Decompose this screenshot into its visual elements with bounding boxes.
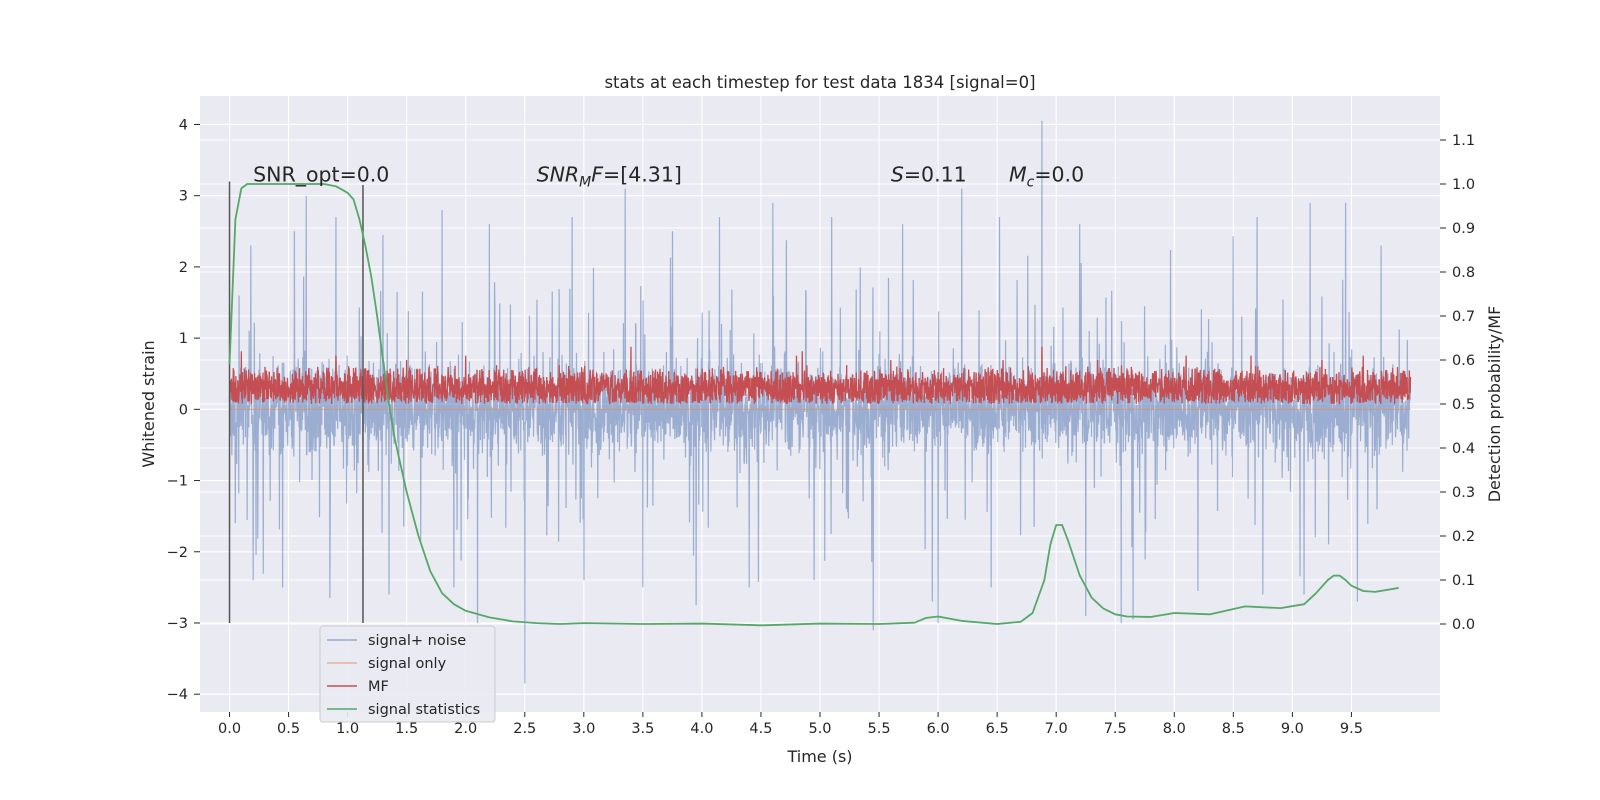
x-tick-label: 0.5: [277, 721, 300, 737]
series-signal-noise: [228, 120, 1412, 684]
x-tick-label: 4.0: [690, 721, 713, 737]
y-right-tick-label: 0.5: [1452, 397, 1475, 413]
x-tick-label: 8.0: [1163, 721, 1186, 737]
y-right-tick-label: 0.2: [1452, 529, 1475, 545]
annotations: SNR_opt=0.0 SNRMF=[4.31] S=0.11 Mc=0.0: [253, 162, 1084, 190]
signal-noise-line: [228, 120, 1412, 684]
y-right-tick-label: 0.3: [1452, 485, 1475, 501]
legend-label-signal-statistics: signal statistics: [368, 702, 480, 718]
x-tick-label: 7.5: [1104, 721, 1127, 737]
x-tick-label: 7.0: [1045, 721, 1068, 737]
y-left-tick-label: 2: [179, 260, 188, 276]
y-right-tick-label: 0.1: [1452, 573, 1475, 589]
series-signal-statistics: [228, 183, 1399, 627]
legend-label-signal-only: signal only: [368, 656, 447, 672]
x-tick-label: 6.5: [986, 721, 1009, 737]
y-left-tick-label: 3: [179, 189, 188, 205]
x-tick-label: 4.5: [749, 721, 772, 737]
y-right-tick-label: 0.9: [1452, 221, 1475, 237]
y-right-tick-label: 0.6: [1452, 353, 1475, 369]
y-left-axis-label: Whitened strain: [139, 340, 158, 467]
y-left-axis-ticks: −4 −3 −2 −1 0 1 2 3 4: [167, 117, 200, 703]
x-tick-label: 8.5: [1222, 721, 1245, 737]
x-tick-label: 5.5: [868, 721, 891, 737]
y-right-tick-label: 0.7: [1452, 309, 1475, 325]
signal-statistics-line: [228, 183, 1399, 627]
x-tick-label: 3.5: [631, 721, 654, 737]
x-axis-label: Time (s): [786, 747, 852, 766]
annotation-text: S=0.11: [891, 162, 967, 186]
annotation-text: SNRMF=[4.31]: [537, 162, 682, 190]
y-right-tick-label: 1.0: [1452, 177, 1475, 193]
x-tick-label: 2.5: [513, 721, 536, 737]
x-tick-label: 9.5: [1340, 721, 1363, 737]
y-right-axis-ticks: 0.0 0.1 0.2 0.3 0.4 0.5 0.6 0.7 0.8 0.9 1.0 1.1: [1440, 133, 1475, 633]
annotation-text: SNR_opt=0.0: [253, 162, 389, 187]
y-right-tick-label: 1.1: [1452, 133, 1475, 149]
x-tick-label: 1.0: [336, 721, 359, 737]
y-left-tick-label: −4: [167, 687, 188, 703]
x-tick-label: 3.0: [572, 721, 595, 737]
x-axis-ticks: 0.0 0.5 1.0 1.5 2.0 2.5 3.0 3.5 4.0 4.5 5.0 5.5 6.0 6…: [218, 712, 1363, 737]
chart-title: stats at each timestep for test data 183…: [604, 73, 1035, 92]
y-left-tick-label: 4: [179, 117, 188, 133]
x-tick-label: 1.5: [395, 721, 418, 737]
x-tick-label: 2.0: [454, 721, 477, 737]
y-right-tick-label: 0.0: [1452, 617, 1475, 633]
legend: signal+ noise signal only MF signal stat…: [319, 625, 496, 723]
y-left-tick-label: 0: [179, 402, 188, 418]
x-tick-label: 9.0: [1281, 721, 1304, 737]
y-left-tick-label: 1: [179, 331, 188, 347]
vertical-markers: [228, 181, 364, 623]
x-tick-label: 6.0: [927, 721, 950, 737]
y-right-axis-label: Detection probability/MF: [1485, 306, 1504, 503]
mf-line: [228, 346, 1412, 406]
y-right-tick-label: 0.4: [1452, 441, 1475, 457]
legend-box: [319, 625, 496, 723]
series-mf: [228, 346, 1412, 406]
legend-label-mf: MF: [368, 679, 389, 695]
y-left-tick-label: −2: [167, 545, 188, 561]
x-tick-label: 0.0: [218, 721, 241, 737]
y-left-tick-label: −1: [167, 474, 188, 490]
annotation-text: Mc=0.0: [1009, 162, 1084, 190]
y-right-tick-label: 0.8: [1452, 265, 1475, 281]
x-tick-label: 5.0: [808, 721, 831, 737]
legend-label-signal-noise: signal+ noise: [368, 633, 466, 649]
y-left-tick-label: −3: [167, 616, 188, 632]
